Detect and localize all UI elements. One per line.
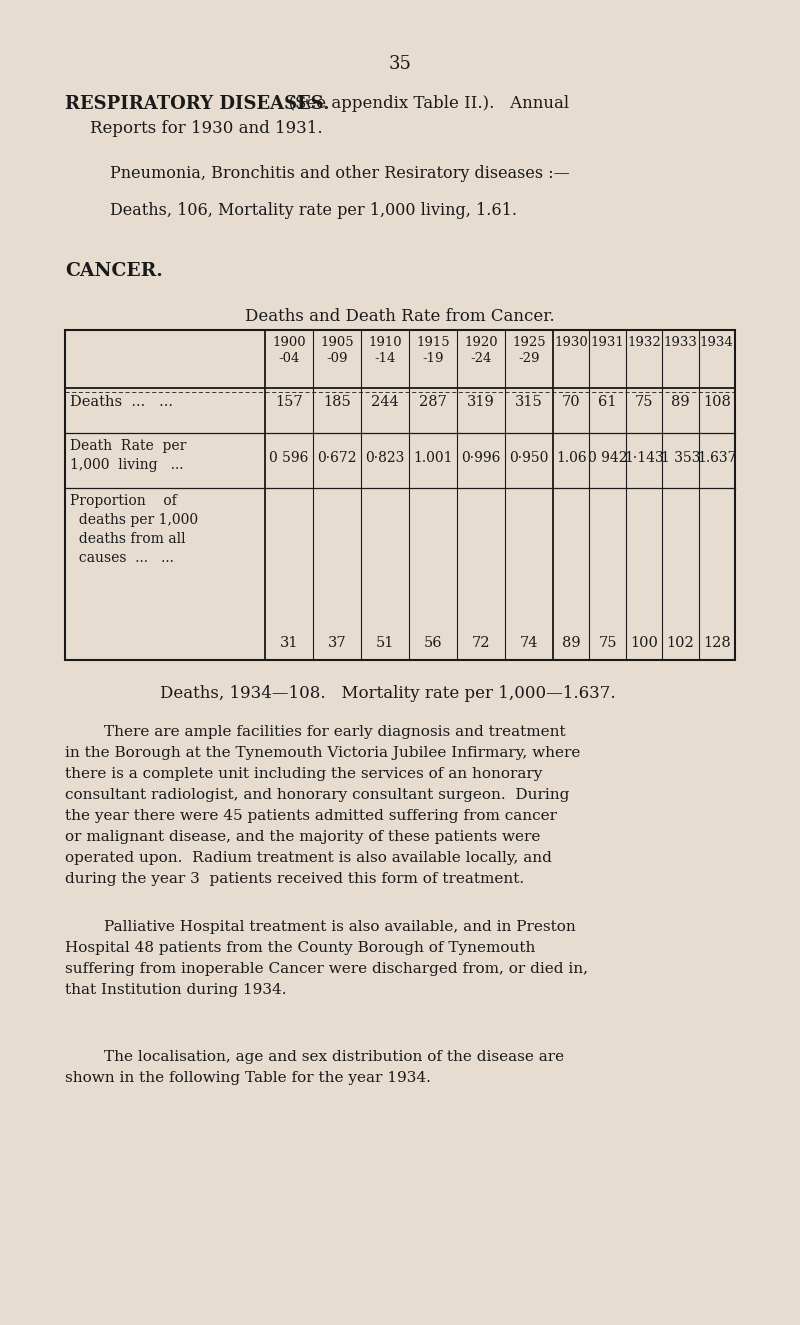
Text: during the year 3  patients received this form of treatment.: during the year 3 patients received this… bbox=[65, 872, 524, 886]
Text: There are ample facilities for early diagnosis and treatment: There are ample facilities for early dia… bbox=[65, 725, 566, 739]
Text: 74: 74 bbox=[520, 636, 538, 651]
Text: 1933: 1933 bbox=[663, 337, 698, 348]
Text: 102: 102 bbox=[666, 636, 694, 651]
Text: 89: 89 bbox=[562, 636, 581, 651]
Text: consultant radiologist, and honorary consultant surgeon.  During: consultant radiologist, and honorary con… bbox=[65, 788, 570, 802]
Text: in the Borough at the Tynemouth Victoria Jubilee Infirmary, where: in the Borough at the Tynemouth Victoria… bbox=[65, 746, 580, 761]
Text: 1915
-19: 1915 -19 bbox=[416, 337, 450, 364]
Text: 0·950: 0·950 bbox=[510, 451, 549, 465]
Text: 89: 89 bbox=[671, 395, 690, 409]
Text: 315: 315 bbox=[515, 395, 543, 409]
Text: 1925
-29: 1925 -29 bbox=[512, 337, 546, 364]
Text: 185: 185 bbox=[323, 395, 351, 409]
Text: 1910
-14: 1910 -14 bbox=[368, 337, 402, 364]
Text: Proportion    of
  deaths per 1,000
  deaths from all
  causes  ...   ...: Proportion of deaths per 1,000 deaths fr… bbox=[70, 494, 198, 564]
Text: Hospital 48 patients from the County Borough of Tynemouth: Hospital 48 patients from the County Bor… bbox=[65, 941, 535, 955]
Text: the year there were 45 patients admitted suffering from cancer: the year there were 45 patients admitted… bbox=[65, 810, 557, 823]
Text: 0·672: 0·672 bbox=[318, 451, 357, 465]
Text: operated upon.  Radium treatment is also available locally, and: operated upon. Radium treatment is also … bbox=[65, 851, 552, 865]
Text: 1931: 1931 bbox=[590, 337, 625, 348]
Text: 100: 100 bbox=[630, 636, 658, 651]
Text: Deaths  ...   ...: Deaths ... ... bbox=[70, 395, 173, 409]
Text: 31: 31 bbox=[280, 636, 298, 651]
Text: 70: 70 bbox=[562, 395, 581, 409]
Text: 1900
-04: 1900 -04 bbox=[272, 337, 306, 364]
Text: 56: 56 bbox=[424, 636, 442, 651]
Text: 1·143: 1·143 bbox=[624, 451, 664, 465]
Text: there is a complete unit including the services of an honorary: there is a complete unit including the s… bbox=[65, 767, 542, 780]
Text: Reports for 1930 and 1931.: Reports for 1930 and 1931. bbox=[90, 121, 322, 136]
Text: 51: 51 bbox=[376, 636, 394, 651]
Text: CANCER.: CANCER. bbox=[65, 262, 162, 280]
Text: 128: 128 bbox=[703, 636, 730, 651]
Text: 72: 72 bbox=[472, 636, 490, 651]
Text: (See appendix Table II.).   Annual: (See appendix Table II.). Annual bbox=[278, 95, 569, 113]
Text: 35: 35 bbox=[389, 56, 411, 73]
Text: The localisation, age and sex distribution of the disease are: The localisation, age and sex distributi… bbox=[65, 1049, 564, 1064]
Text: 0·996: 0·996 bbox=[462, 451, 501, 465]
Text: Deaths, 1934—108.   Mortality rate per 1,000—1.637.: Deaths, 1934—108. Mortality rate per 1,0… bbox=[160, 685, 616, 702]
Text: or malignant disease, and the majority of these patients were: or malignant disease, and the majority o… bbox=[65, 829, 540, 844]
Text: that Institution during 1934.: that Institution during 1934. bbox=[65, 983, 286, 996]
Text: 1905
-09: 1905 -09 bbox=[320, 337, 354, 364]
Text: 0 596: 0 596 bbox=[270, 451, 309, 465]
Text: 75: 75 bbox=[634, 395, 654, 409]
Text: 157: 157 bbox=[275, 395, 303, 409]
Text: Deaths and Death Rate from Cancer.: Deaths and Death Rate from Cancer. bbox=[245, 307, 555, 325]
Text: 1.06: 1.06 bbox=[556, 451, 586, 465]
Text: 1934: 1934 bbox=[700, 337, 734, 348]
Text: shown in the following Table for the year 1934.: shown in the following Table for the yea… bbox=[65, 1071, 431, 1085]
Text: 37: 37 bbox=[328, 636, 346, 651]
Text: 1932: 1932 bbox=[627, 337, 661, 348]
Text: 108: 108 bbox=[703, 395, 730, 409]
Text: 1.001: 1.001 bbox=[414, 451, 453, 465]
Bar bbox=[65, 330, 735, 660]
Text: 1.637: 1.637 bbox=[697, 451, 737, 465]
Text: Pneumonia, Bronchitis and other Resiratory diseases :—: Pneumonia, Bronchitis and other Resirato… bbox=[110, 166, 570, 182]
Text: 244: 244 bbox=[371, 395, 399, 409]
Text: 1920
-24: 1920 -24 bbox=[464, 337, 498, 364]
Text: 75: 75 bbox=[598, 636, 617, 651]
Text: Deaths, 106, Mortality rate per 1,000 living, 1.61.: Deaths, 106, Mortality rate per 1,000 li… bbox=[110, 201, 517, 219]
Text: 0·823: 0·823 bbox=[366, 451, 405, 465]
Text: 0 942: 0 942 bbox=[588, 451, 627, 465]
Text: Death  Rate  per
1,000  living   ...: Death Rate per 1,000 living ... bbox=[70, 439, 186, 473]
Text: Palliative Hospital treatment is also available, and in Preston: Palliative Hospital treatment is also av… bbox=[65, 920, 576, 934]
Text: 1930: 1930 bbox=[554, 337, 588, 348]
Text: 1 353: 1 353 bbox=[661, 451, 700, 465]
Text: 319: 319 bbox=[467, 395, 495, 409]
Text: suffering from inoperable Cancer were discharged from, or died in,: suffering from inoperable Cancer were di… bbox=[65, 962, 588, 977]
Text: 61: 61 bbox=[598, 395, 617, 409]
Text: 287: 287 bbox=[419, 395, 447, 409]
Text: RESPIRATORY DISEASES.: RESPIRATORY DISEASES. bbox=[65, 95, 330, 113]
